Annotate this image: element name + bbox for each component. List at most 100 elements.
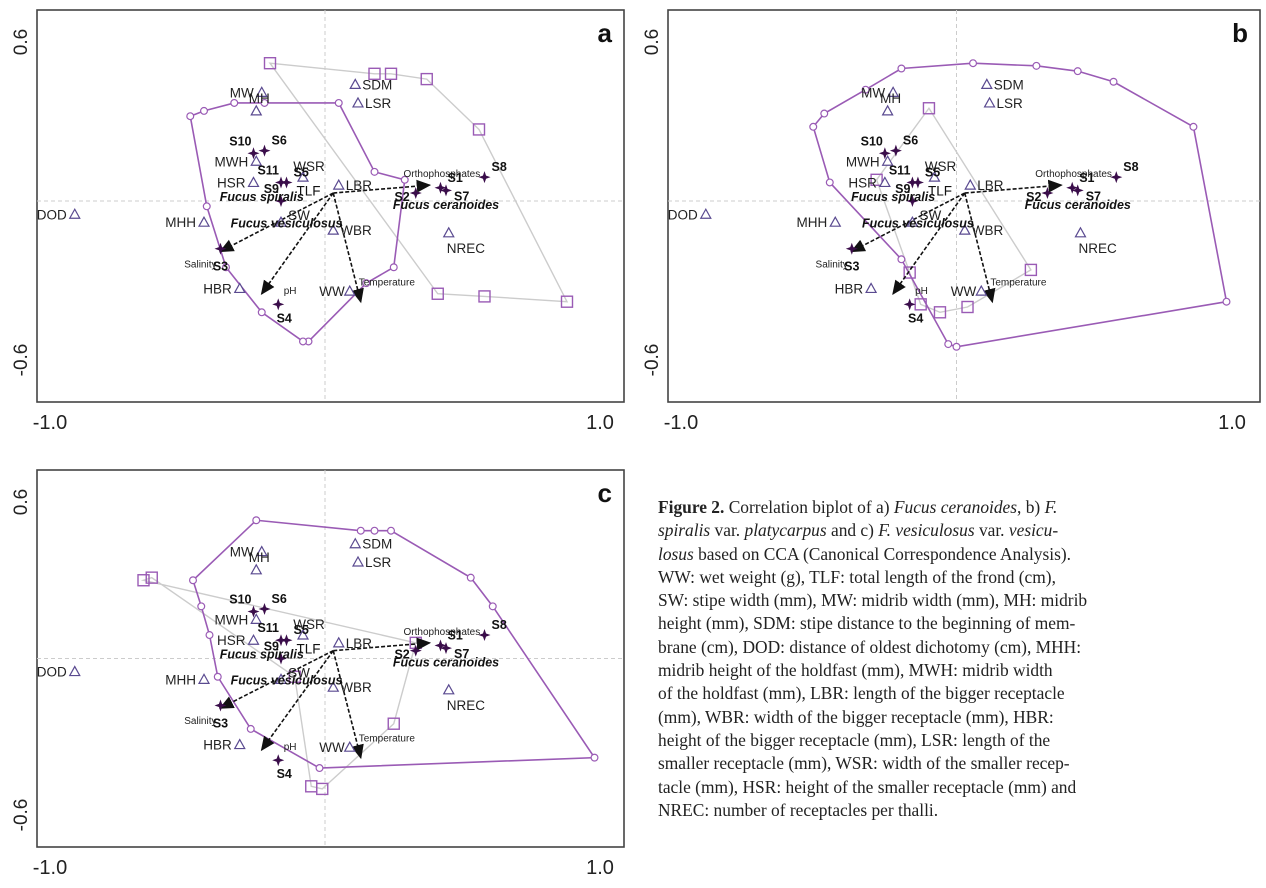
variable-label: NREC — [1078, 241, 1117, 256]
hull-square-vertex — [384, 67, 398, 81]
variable-marker — [351, 555, 365, 567]
panel-label: b — [1232, 18, 1248, 48]
environment-arrow — [332, 192, 364, 304]
hull-circle-vertex — [315, 764, 324, 773]
station-label: S2 — [394, 190, 409, 204]
caption-segment: F. — [1044, 497, 1058, 517]
station-marker — [258, 602, 271, 615]
station-marker — [1066, 181, 1079, 194]
caption-segment: midrib height of the holdfast (mm), MWH:… — [658, 660, 1053, 681]
variable-marker — [197, 215, 211, 227]
station-marker — [1110, 171, 1123, 184]
species-label: Fucus spiralis — [851, 190, 935, 204]
environment-arrow — [333, 179, 432, 194]
variable-label: HSR — [848, 175, 877, 190]
environment-arrow — [260, 192, 334, 296]
variable-marker — [296, 170, 310, 182]
station-label: S8 — [1123, 160, 1138, 174]
species-label: TLF — [296, 184, 320, 199]
variable-label: SDM — [362, 77, 392, 92]
environment-arrow — [332, 650, 364, 760]
station-label: S5 — [925, 165, 940, 179]
variable-marker — [247, 634, 260, 645]
hull-circle-vertex — [200, 106, 209, 115]
variable-label: DOD — [668, 207, 698, 222]
station-label: S1 — [1079, 171, 1094, 185]
hull-square-vertex — [368, 67, 381, 81]
variable-label: LBR — [346, 178, 373, 193]
hull-square-vertex — [431, 287, 444, 300]
caption-segment: NREC: number of receptacles per thalli. — [658, 799, 939, 820]
arrow-label: pH — [284, 742, 297, 753]
variable-label: WW — [319, 740, 345, 755]
variable-marker — [296, 628, 310, 640]
station-marker — [903, 298, 916, 311]
caption-segment: Fucus ceranoides — [893, 497, 1018, 517]
station-marker — [1041, 187, 1054, 200]
variable-marker — [343, 284, 356, 296]
variable-label: LSR — [997, 96, 1024, 111]
station-marker — [434, 181, 447, 194]
variable-label: HSR — [217, 175, 246, 190]
station-marker — [214, 699, 227, 712]
variable-marker — [332, 636, 345, 648]
variable-label: WSR — [925, 159, 957, 174]
station-label: S10 — [229, 593, 251, 607]
station-marker — [275, 634, 287, 647]
variable-marker — [878, 176, 891, 188]
variable-marker — [247, 176, 260, 188]
station-marker — [275, 176, 287, 189]
hull-circle-vertex — [356, 526, 365, 535]
hull-circle-vertex — [370, 167, 379, 176]
caption-segment: spiralis — [658, 520, 711, 541]
variable-marker — [442, 683, 455, 695]
station-label: S7 — [454, 189, 469, 203]
panel-label: a — [598, 18, 613, 48]
variable-label: LSR — [365, 555, 392, 570]
station-label: S9 — [264, 182, 279, 196]
caption-segment: , b) — [1017, 497, 1045, 517]
variable-label: LBR — [346, 636, 373, 651]
caption-segment: brane (cm), DOD: distance of oldest dich… — [658, 636, 1082, 657]
caption-line: tacle (mm), HSR: height of the smaller r… — [658, 776, 1266, 799]
station-label: S3 — [844, 260, 859, 274]
environment-arrow — [964, 179, 1063, 194]
hull-circle-vertex — [820, 109, 829, 118]
caption-line: SW: stipe width (mm), MW: midrib width (… — [658, 589, 1266, 612]
panel-label: c — [598, 478, 612, 508]
caption-segment: var. — [710, 520, 745, 541]
caption-line: WW: wet weight (g), TLF: total length of… — [658, 566, 1266, 589]
station-marker — [478, 171, 491, 184]
variable-label: WSR — [293, 159, 325, 174]
variable-marker — [958, 223, 971, 235]
caption-segment: Correlation biplot of a) — [724, 497, 894, 517]
hull-square-vertex — [961, 300, 974, 314]
variable-marker — [829, 215, 842, 227]
environment-arrow — [219, 192, 334, 253]
caption-line: spiralis var. platycarpus and c) F. vesi… — [658, 519, 1266, 542]
environment-arrow — [260, 650, 334, 752]
arrow-label: Temperature — [359, 278, 416, 289]
environment-arrow — [892, 192, 966, 296]
station-marker — [409, 644, 422, 657]
variable-label: WSR — [293, 617, 325, 632]
station-marker — [878, 147, 891, 160]
variable-marker — [197, 673, 211, 684]
species-label: Fucus vesiculosus — [862, 217, 974, 231]
hull-circle-vertex — [389, 263, 398, 272]
hull-circle-vertex — [1222, 297, 1231, 306]
hull-circle-vertex — [334, 98, 343, 107]
station-label: S11 — [257, 163, 279, 177]
variable-label: DOD — [37, 207, 67, 222]
station-label: S8 — [492, 618, 507, 632]
station-label: S1 — [448, 628, 463, 642]
hull-square-vertex — [137, 574, 150, 587]
variable-label: NREC — [447, 241, 486, 256]
caption-segment: Figure 2. — [658, 497, 725, 517]
y-tick-label: -0.6 — [642, 344, 663, 377]
biplot-panel-b: -1.0 1.0 0.6 -0.6 b Orthophosphates Salinity pH… — [642, 9, 1261, 434]
arrow-label: Temperature — [359, 734, 416, 745]
x-tick-label: -1.0 — [33, 857, 67, 879]
hull-circle-vertex — [213, 672, 222, 681]
environment-arrow — [333, 637, 432, 652]
